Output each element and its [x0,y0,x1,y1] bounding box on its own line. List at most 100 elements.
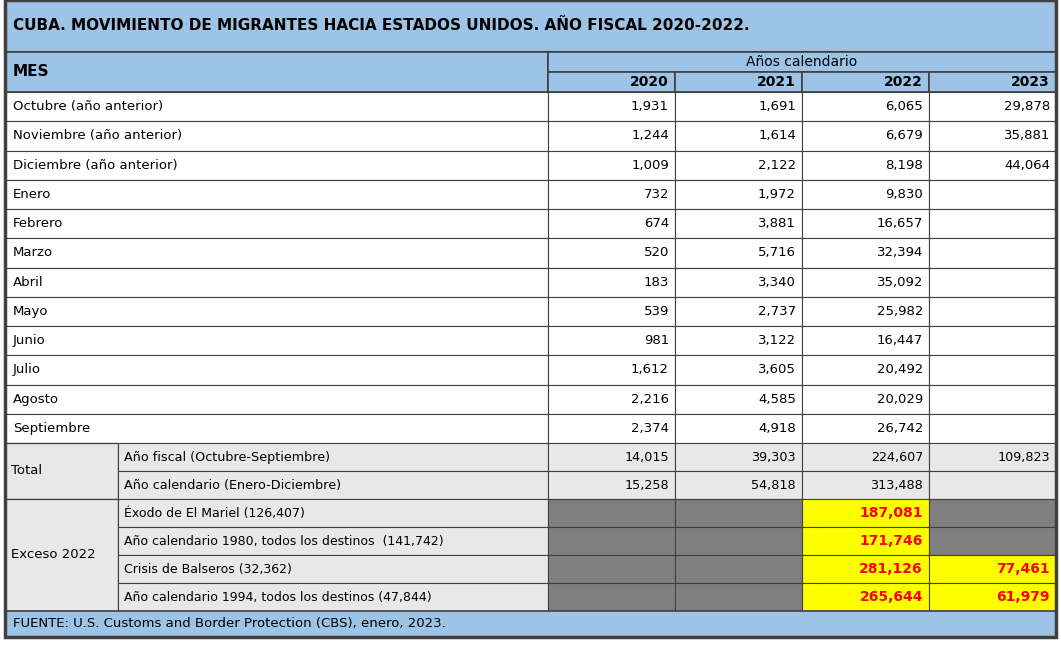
Bar [802,356,929,384]
Bar [5,52,547,92]
Bar [5,151,547,179]
Bar [929,92,1056,121]
Text: 2,216: 2,216 [631,393,669,406]
Bar [547,414,675,443]
Bar [118,583,547,611]
Text: 29,878: 29,878 [1004,100,1050,113]
Text: 109,823: 109,823 [997,450,1050,464]
Bar [929,555,1056,583]
Text: 3,340: 3,340 [759,275,796,289]
Text: Noviembre (año anterior): Noviembre (año anterior) [13,129,182,142]
Bar [5,499,118,611]
Text: 61,979: 61,979 [996,590,1050,604]
Bar [5,92,547,121]
Text: 20,029: 20,029 [876,393,923,406]
Bar [5,611,1056,637]
Bar [675,92,802,121]
Text: 3,605: 3,605 [759,364,796,376]
Text: Año fiscal (Octubre-Septiembre): Año fiscal (Octubre-Septiembre) [124,450,330,464]
Text: Octubre (año anterior): Octubre (año anterior) [13,100,163,113]
Text: 1,931: 1,931 [631,100,669,113]
Text: 14,015: 14,015 [624,450,669,464]
Text: 281,126: 281,126 [859,562,923,576]
Bar [929,267,1056,297]
Text: Agosto: Agosto [13,393,59,406]
Text: 16,657: 16,657 [876,217,923,230]
Text: 6,679: 6,679 [885,129,923,142]
Text: 54,818: 54,818 [751,478,796,492]
Bar [5,414,547,443]
Bar [675,297,802,326]
Text: Éxodo de El Mariel (126,407): Éxodo de El Mariel (126,407) [124,506,305,520]
Bar [802,92,929,121]
Bar [802,267,929,297]
Text: 520: 520 [644,246,669,259]
Text: 8,198: 8,198 [885,159,923,171]
Text: Año calendario (Enero-Diciembre): Año calendario (Enero-Diciembre) [124,478,341,492]
Bar [547,555,675,583]
Bar [5,297,547,326]
Bar [929,72,1056,92]
Text: 2023: 2023 [1011,75,1050,89]
Bar [547,583,675,611]
Bar [802,384,929,414]
Bar [118,443,547,471]
Text: Año calendario 1994, todos los destinos (47,844): Año calendario 1994, todos los destinos … [124,590,432,604]
Bar [547,151,675,179]
Bar [5,326,547,356]
Text: 171,746: 171,746 [859,534,923,548]
Bar [547,356,675,384]
Bar [802,471,929,499]
Text: 39,303: 39,303 [751,450,796,464]
Bar [5,238,547,267]
Text: 1,972: 1,972 [758,188,796,201]
Text: 265,644: 265,644 [859,590,923,604]
Bar [118,527,547,555]
Bar [675,471,802,499]
Text: FUENTE: U.S. Customs and Border Protection (CBS), enero, 2023.: FUENTE: U.S. Customs and Border Protecti… [13,618,446,630]
Bar [675,151,802,179]
Bar [675,583,802,611]
Text: 77,461: 77,461 [996,562,1050,576]
Bar [5,443,118,499]
Bar [929,209,1056,238]
Text: Febrero: Febrero [13,217,64,230]
Bar [929,297,1056,326]
Bar [802,238,929,267]
Text: Mayo: Mayo [13,305,49,318]
Bar [802,72,929,92]
Text: Enero: Enero [13,188,51,201]
Bar [929,326,1056,356]
Text: Abril: Abril [13,275,44,289]
Text: 3,122: 3,122 [758,334,796,347]
Text: 15,258: 15,258 [624,478,669,492]
Bar [5,384,547,414]
Text: Marzo: Marzo [13,246,53,259]
Text: 2,737: 2,737 [758,305,796,318]
Text: Total: Total [11,464,42,478]
Bar [5,0,1056,52]
Text: 3,881: 3,881 [759,217,796,230]
Text: 35,881: 35,881 [1004,129,1050,142]
Bar [929,443,1056,471]
Bar [5,209,547,238]
Bar [5,356,547,384]
Text: 224,607: 224,607 [871,450,923,464]
Text: Crisis de Balseros (32,362): Crisis de Balseros (32,362) [124,562,292,576]
Text: CUBA. MOVIMIENTO DE MIGRANTES HACIA ESTADOS UNIDOS. AÑO FISCAL 2020-2022.: CUBA. MOVIMIENTO DE MIGRANTES HACIA ESTA… [13,19,750,33]
Text: 674: 674 [644,217,669,230]
Bar [929,238,1056,267]
Bar [675,267,802,297]
Bar [929,583,1056,611]
Bar [675,121,802,151]
Bar [118,499,547,527]
Bar [547,297,675,326]
Bar [675,72,802,92]
Text: Junio: Junio [13,334,46,347]
Text: 1,614: 1,614 [759,129,796,142]
Bar [929,179,1056,209]
Text: 1,612: 1,612 [631,364,669,376]
Text: 732: 732 [644,188,669,201]
Bar [929,499,1056,527]
Text: Diciembre (año anterior): Diciembre (año anterior) [13,159,177,171]
